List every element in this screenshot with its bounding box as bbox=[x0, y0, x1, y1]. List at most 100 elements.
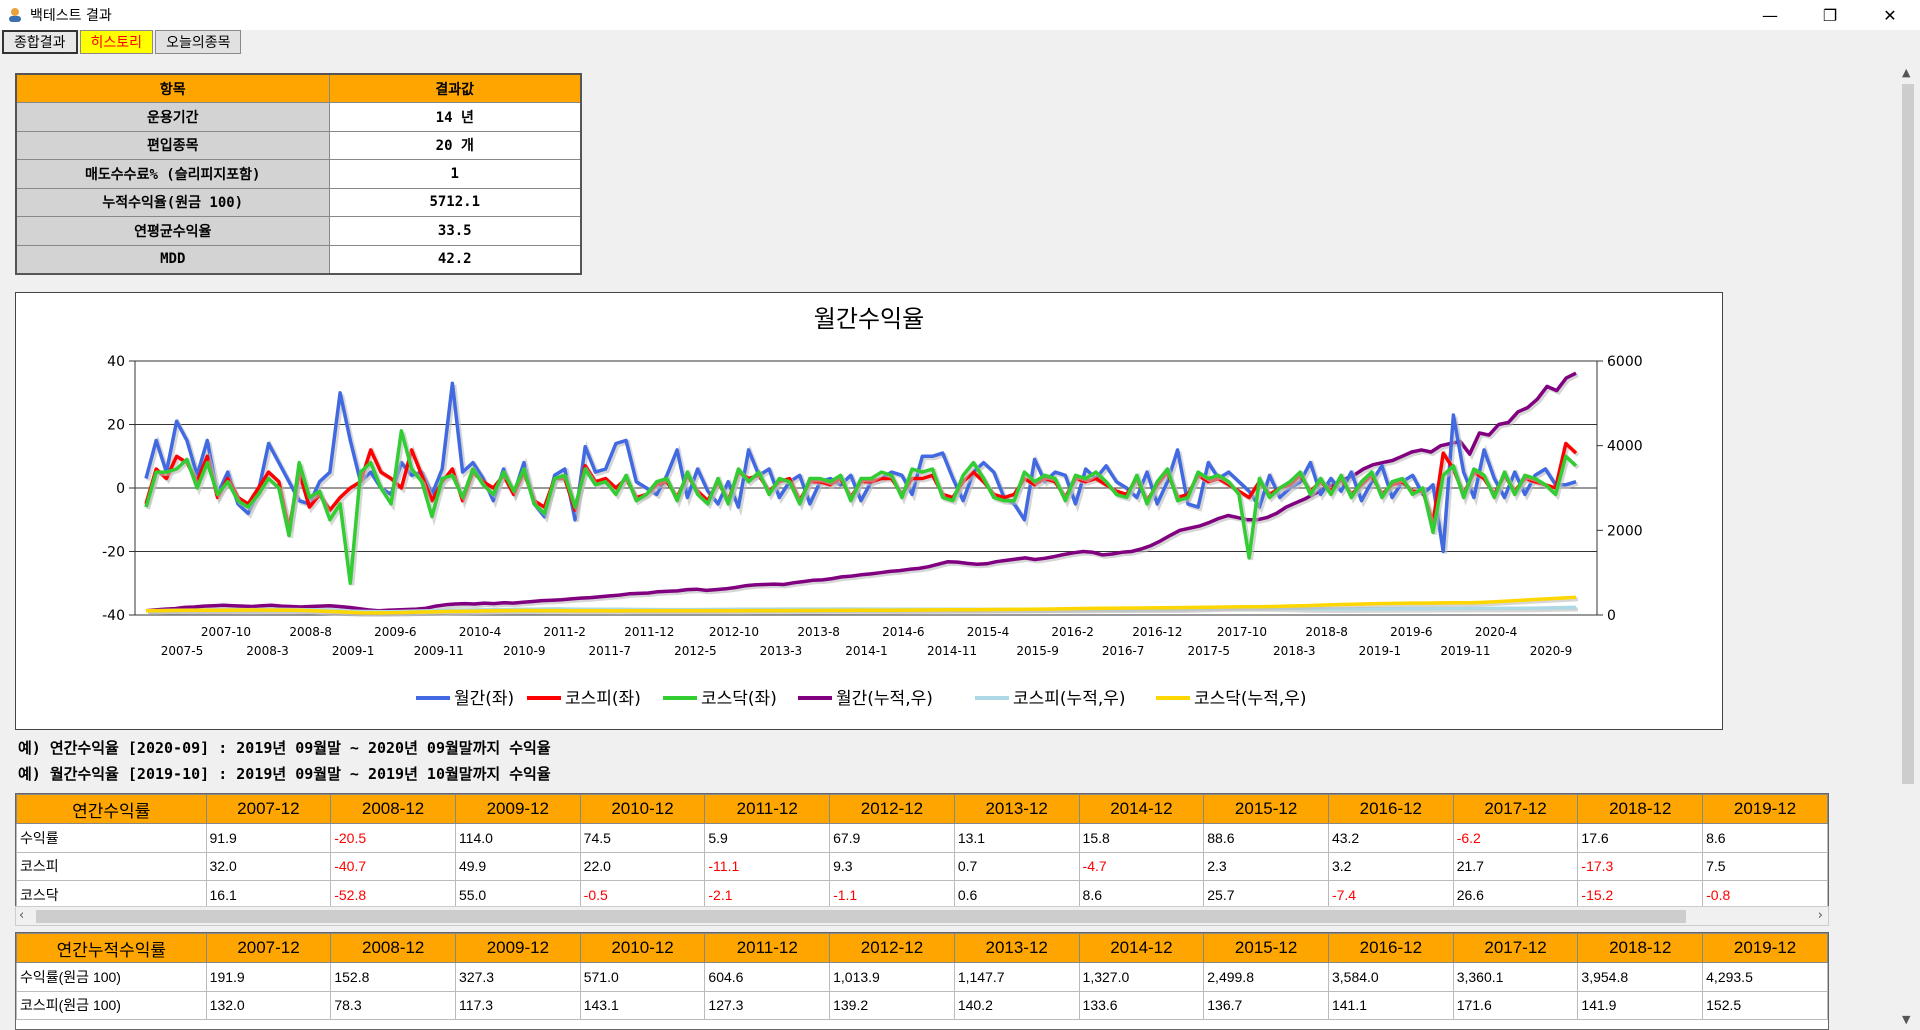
right-axis-tick-label: 2000 bbox=[1607, 523, 1643, 539]
cell-value: -11.1 bbox=[704, 851, 831, 881]
x-tick-label: 2009-6 bbox=[374, 625, 417, 639]
summary-table: 항목 결과값 운용기간 14 년 편입종목 20 개 매도수수료% (슬리피지포함)… bbox=[15, 73, 582, 275]
cell-value: 133.6 bbox=[1078, 990, 1205, 1020]
column-header[interactable]: 2012-12 bbox=[829, 933, 955, 963]
row-label: 코스피(원금 100) bbox=[16, 990, 207, 1020]
column-header[interactable]: 2012-12 bbox=[829, 794, 955, 824]
x-tick-label: 2008-3 bbox=[246, 644, 289, 658]
horizontal-scroll-thumb[interactable] bbox=[36, 910, 1686, 923]
summary-key: 운용기간 bbox=[15, 102, 330, 132]
column-header[interactable]: 2013-12 bbox=[953, 794, 1080, 824]
x-tick-label: 2019-1 bbox=[1359, 644, 1402, 658]
cell-value: 3.2 bbox=[1327, 851, 1454, 881]
vertical-scroll-thumb[interactable] bbox=[1902, 84, 1914, 784]
column-header[interactable]: 2011-12 bbox=[704, 794, 831, 824]
annual-returns-table: 연간수익률 2007-12 2008-12 2009-12 2010-12 2011-12… bbox=[16, 794, 1828, 907]
right-axis-tick-label: 0 bbox=[1607, 608, 1616, 624]
column-header[interactable]: 2015-12 bbox=[1203, 794, 1329, 824]
annual-returns-grid[interactable]: 연간수익률 2007-12 2008-12 2009-12 2010-12 2011-12… bbox=[15, 793, 1829, 908]
cumulative-returns-table: 연간누적수익률 2007-12 2008-12 2009-12 2010-12 2011-… bbox=[16, 933, 1828, 1020]
x-tick-label: 2013-3 bbox=[760, 644, 803, 658]
table-row[interactable]: 코스닥 16.1 -52.8 55.0 -0.5 -2.1 -1.1 0.6 8.6 25.7 -7… bbox=[16, 880, 1828, 907]
column-header[interactable]: 2014-12 bbox=[1078, 933, 1205, 963]
column-header[interactable]: 2015-12 bbox=[1203, 933, 1329, 963]
column-header[interactable]: 2019-12 bbox=[1702, 794, 1828, 824]
column-header[interactable]: 2016-12 bbox=[1327, 794, 1454, 824]
column-header[interactable]: 2008-12 bbox=[330, 933, 457, 963]
cell-value: 78.3 bbox=[330, 990, 457, 1020]
cell-value: 16.1 bbox=[205, 880, 332, 907]
series-line bbox=[144, 429, 1578, 586]
x-tick-label: 2020-4 bbox=[1475, 625, 1518, 639]
scroll-right-icon[interactable]: › bbox=[1817, 908, 1823, 923]
row-label: 코스닥 bbox=[16, 880, 207, 907]
cell-value: -1.1 bbox=[829, 880, 955, 907]
cell-value: -0.5 bbox=[579, 880, 706, 907]
cell-value: 604.6 bbox=[704, 962, 831, 992]
cumulative-returns-grid[interactable]: 연간누적수익률 2007-12 2008-12 2009-12 2010-12 2011-… bbox=[15, 932, 1829, 1030]
series-shadow bbox=[147, 597, 1579, 617]
x-tick-label: 2017-10 bbox=[1217, 625, 1267, 639]
column-header[interactable]: 2016-12 bbox=[1327, 933, 1454, 963]
minimize-button[interactable]: — bbox=[1762, 5, 1778, 25]
column-header[interactable]: 2011-12 bbox=[704, 933, 831, 963]
cell-value: 17.6 bbox=[1577, 823, 1704, 853]
legend-label: 월간(누적,우) bbox=[836, 689, 933, 709]
column-header[interactable]: 2013-12 bbox=[953, 933, 1080, 963]
x-tick-label: 2011-7 bbox=[589, 644, 632, 658]
table-row[interactable]: 수익률(원금 100) 191.9 152.8 327.3 571.0 604.6 1,01… bbox=[16, 962, 1828, 992]
column-header[interactable]: 2007-12 bbox=[205, 933, 332, 963]
summary-header-value: 결과값 bbox=[328, 73, 582, 103]
cell-value: 327.3 bbox=[455, 962, 581, 992]
cell-value: 140.2 bbox=[953, 990, 1080, 1020]
x-tick-label: 2007-10 bbox=[201, 625, 251, 639]
column-header[interactable]: 2008-12 bbox=[330, 794, 456, 824]
cell-value: 88.6 bbox=[1203, 823, 1329, 853]
x-tick-label: 2012-5 bbox=[674, 644, 717, 658]
horizontal-scrollbar[interactable]: ‹ › bbox=[15, 906, 1829, 926]
column-header[interactable]: 2018-12 bbox=[1577, 933, 1704, 963]
column-header[interactable]: 2007-12 bbox=[205, 794, 332, 824]
summary-value: 1 bbox=[328, 159, 582, 189]
cell-value: 26.6 bbox=[1452, 880, 1579, 907]
tab-summary[interactable]: 종합결과 bbox=[2, 30, 78, 54]
column-header[interactable]: 연간누적수익률 bbox=[16, 933, 207, 963]
column-header[interactable]: 2014-12 bbox=[1078, 794, 1205, 824]
vertical-scrollbar[interactable]: ▲ ▼ bbox=[1898, 62, 1918, 1030]
cell-value: -7.4 bbox=[1327, 880, 1454, 907]
x-tick-label: 2015-9 bbox=[1016, 644, 1059, 658]
cell-value: 136.7 bbox=[1203, 990, 1329, 1020]
table-row[interactable]: 수익률 91.9 -20.5 114.0 74.5 5.9 67.9 13.1 15.8 88.6… bbox=[16, 823, 1828, 853]
column-header[interactable]: 2009-12 bbox=[454, 794, 581, 824]
x-tick-label: 2009-1 bbox=[332, 644, 375, 658]
legend-label: 코스닥(누적,우) bbox=[1194, 689, 1307, 709]
scroll-left-icon[interactable]: ‹ bbox=[19, 908, 25, 923]
tab-today-stocks[interactable]: 오늘의종목 bbox=[155, 30, 242, 54]
cell-value: 2.3 bbox=[1203, 851, 1329, 881]
column-header[interactable]: 2017-12 bbox=[1452, 794, 1579, 824]
column-header[interactable]: 2010-12 bbox=[579, 794, 706, 824]
summary-value: 14 년 bbox=[328, 102, 582, 132]
tab-history[interactable]: 히스토리 bbox=[79, 30, 154, 54]
x-tick-label: 2017-5 bbox=[1187, 644, 1230, 658]
column-header[interactable]: 2019-12 bbox=[1702, 933, 1828, 963]
cell-value: 152.8 bbox=[330, 962, 457, 992]
scroll-down-icon[interactable]: ▼ bbox=[1902, 1013, 1911, 1026]
column-header[interactable]: 2010-12 bbox=[579, 933, 706, 963]
table-row[interactable]: 코스피 32.0 -40.7 49.9 22.0 -11.1 9.3 0.7 -4.7 2.3 3.… bbox=[16, 851, 1828, 881]
summary-header-item: 항목 bbox=[15, 73, 330, 103]
scroll-up-icon[interactable]: ▲ bbox=[1902, 66, 1911, 79]
table-row[interactable]: 코스피(원금 100) 132.0 78.3 117.3 143.1 127.3 139.2… bbox=[16, 990, 1828, 1020]
legend-label: 코스닥(좌) bbox=[701, 689, 777, 709]
column-header[interactable]: 2018-12 bbox=[1577, 794, 1704, 824]
column-header[interactable]: 2017-12 bbox=[1452, 933, 1579, 963]
column-header[interactable]: 2009-12 bbox=[455, 933, 581, 963]
series-shadow bbox=[146, 432, 1580, 586]
close-button[interactable]: ✕ bbox=[1883, 5, 1897, 25]
column-header[interactable]: 연간수익률 bbox=[16, 794, 207, 824]
left-axis-tick-label: 0 bbox=[116, 481, 125, 497]
left-axis-tick-label: -20 bbox=[102, 545, 125, 561]
maximize-button[interactable]: ❐ bbox=[1822, 5, 1838, 25]
cell-value: -52.8 bbox=[330, 880, 456, 907]
cell-value: 43.2 bbox=[1327, 823, 1454, 853]
